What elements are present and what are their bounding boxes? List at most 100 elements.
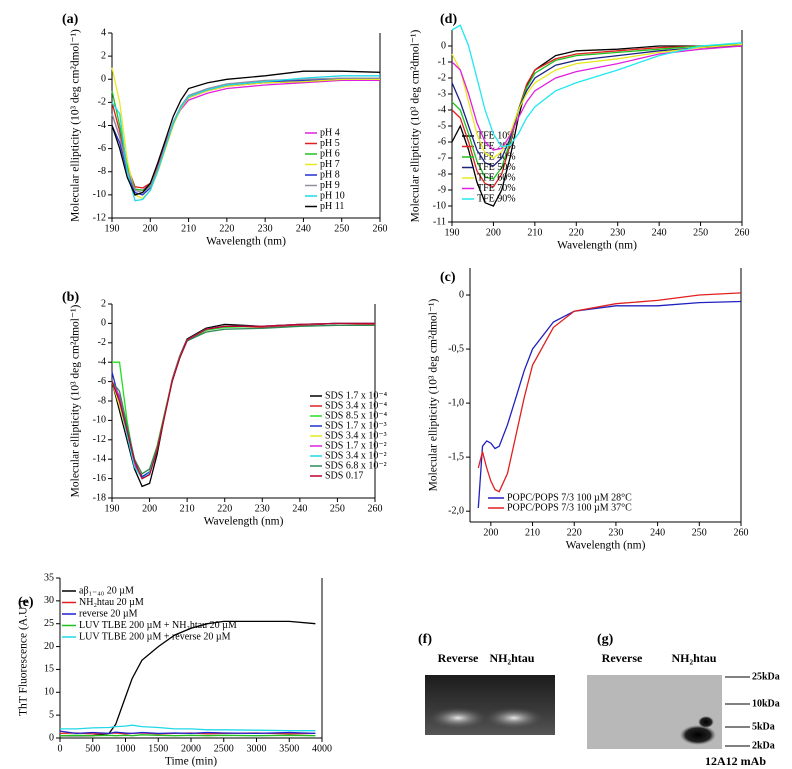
series-line bbox=[111, 79, 380, 191]
y-tick-label: -10 bbox=[93, 189, 106, 200]
series-line bbox=[111, 78, 380, 189]
series-line bbox=[111, 77, 380, 194]
x-tick-label: 230 bbox=[610, 227, 625, 238]
y-tick-label: 5 bbox=[49, 709, 54, 720]
legend-label: LUV TLBE 200 µM + reverse 20 µM bbox=[79, 631, 231, 642]
series-line bbox=[451, 43, 743, 159]
y-tick-label: 0 bbox=[459, 289, 464, 300]
legend-label: SDS 0.17 bbox=[325, 470, 363, 481]
panel-label: (e) bbox=[18, 595, 34, 610]
y-tick-label: 4 bbox=[101, 27, 106, 38]
x-tick-label: 240 bbox=[292, 503, 307, 514]
legend-label: TFE 60% bbox=[477, 172, 516, 183]
y-tick-label: -8 bbox=[98, 166, 106, 177]
y-tick-label: -16 bbox=[93, 473, 106, 484]
y-tick-label: -1 bbox=[438, 56, 446, 67]
y-tick-label: -10 bbox=[433, 200, 446, 211]
gel-band bbox=[428, 707, 488, 729]
y-tick-label: -12 bbox=[93, 212, 106, 223]
y-tick-label: -5 bbox=[438, 120, 446, 131]
x-tick-label: 220 bbox=[569, 227, 584, 238]
x-axis-title: Wavelength (nm) bbox=[566, 540, 646, 552]
x-tick-label: 260 bbox=[373, 223, 388, 234]
lane-label: Reverse bbox=[438, 651, 479, 665]
y-tick-label: -2 bbox=[98, 337, 106, 348]
y-tick-label: -4 bbox=[438, 104, 446, 115]
x-tick-label: 240 bbox=[652, 227, 667, 238]
series-line bbox=[477, 300, 742, 508]
series-line bbox=[60, 724, 316, 732]
y-tick-label: -2,0 bbox=[448, 505, 464, 516]
y-tick-label: 15 bbox=[44, 664, 54, 675]
x-axis-title: Wavelength (nm) bbox=[204, 516, 284, 528]
x-tick-label: 260 bbox=[368, 503, 383, 514]
legend-label: SDS 8.5 x 10⁻⁴ bbox=[325, 410, 388, 421]
x-tick-label: 210 bbox=[181, 223, 196, 234]
legend-label: TFE 50% bbox=[477, 162, 516, 173]
lane-label: Reverse bbox=[602, 651, 643, 665]
y-tick-label: 0 bbox=[101, 318, 106, 329]
legend-label: reverse 20 µM bbox=[79, 608, 138, 619]
gel-band bbox=[484, 707, 544, 729]
x-tick-label: 260 bbox=[735, 227, 750, 238]
y-tick-label: -1,0 bbox=[448, 397, 464, 408]
legend-label: pH 10 bbox=[320, 190, 345, 201]
marker-label: 25kDa bbox=[752, 671, 780, 682]
x-tick-label: 210 bbox=[527, 227, 542, 238]
y-tick-label: 2 bbox=[101, 50, 106, 61]
y-tick-label: 20 bbox=[44, 641, 54, 652]
x-tick-label: 220 bbox=[219, 223, 234, 234]
y-tick-label: -6 bbox=[98, 376, 106, 387]
series-line bbox=[59, 734, 316, 737]
marker-label: 5kDa bbox=[752, 721, 775, 732]
panel-label: (g) bbox=[597, 632, 614, 647]
legend-label: pH 8 bbox=[320, 169, 340, 180]
x-tick-label: 0 bbox=[58, 743, 63, 754]
panel-label: (b) bbox=[62, 290, 79, 305]
y-axis-title: Molecular ellipticity (10³ deg cm²dmol⁻¹… bbox=[428, 298, 440, 491]
x-tick-label: 200 bbox=[486, 227, 501, 238]
x-tick-label: 240 bbox=[650, 527, 665, 538]
x-tick-label: 240 bbox=[296, 223, 311, 234]
y-tick-label: -2 bbox=[438, 72, 446, 83]
x-tick-label: 3500 bbox=[279, 743, 299, 754]
y-tick-label: -0,5 bbox=[448, 343, 464, 354]
legend-label: TFE 20% bbox=[477, 141, 516, 152]
legend-label: pH 11 bbox=[320, 201, 344, 212]
y-tick-label: -7 bbox=[438, 152, 446, 163]
x-tick-label: 220 bbox=[567, 527, 582, 538]
x-tick-label: 250 bbox=[330, 503, 345, 514]
x-tick-label: 210 bbox=[180, 503, 195, 514]
x-tick-label: 230 bbox=[258, 223, 273, 234]
legend-label: pH 5 bbox=[320, 138, 340, 149]
series-line bbox=[111, 78, 380, 191]
series-line bbox=[451, 24, 743, 148]
legend-label: POPC/POPS 7/3 100 µM 28°C bbox=[507, 492, 632, 503]
lane-label: NH₂htau bbox=[672, 651, 717, 665]
panel-label: (a) bbox=[62, 12, 79, 27]
series-line bbox=[111, 75, 380, 202]
marker-label: 2kDa bbox=[752, 740, 775, 751]
x-axis-title: Time (min) bbox=[165, 756, 217, 768]
caption: 12A12 mAb bbox=[705, 754, 766, 768]
y-tick-label: -8 bbox=[98, 395, 106, 406]
series-line bbox=[111, 70, 381, 196]
series-line bbox=[59, 730, 316, 735]
panel-label: (f) bbox=[418, 632, 432, 647]
x-tick-label: 190 bbox=[105, 503, 120, 514]
x-axis-title: Wavelength (nm) bbox=[206, 236, 286, 248]
y-tick-label: -2 bbox=[98, 97, 106, 108]
x-tick-label: 250 bbox=[692, 527, 707, 538]
y-tick-label: -6 bbox=[98, 143, 106, 154]
y-tick-label: -6 bbox=[438, 136, 446, 147]
legend-label: SDS 3.4 x 10⁻⁴ bbox=[325, 400, 388, 411]
y-tick-label: -12 bbox=[93, 434, 106, 445]
x-tick-label: 2500 bbox=[214, 743, 234, 754]
y-axis-title: Molecular ellipticity (10³ deg cm²dmol⁻¹… bbox=[70, 29, 82, 222]
legend-label: SDS 1.7 x 10⁻³ bbox=[325, 420, 387, 431]
x-tick-label: 190 bbox=[105, 223, 120, 234]
legend-label: TFE 40% bbox=[477, 151, 516, 162]
x-tick-label: 2000 bbox=[181, 743, 201, 754]
legend-label: pH 7 bbox=[320, 159, 340, 170]
